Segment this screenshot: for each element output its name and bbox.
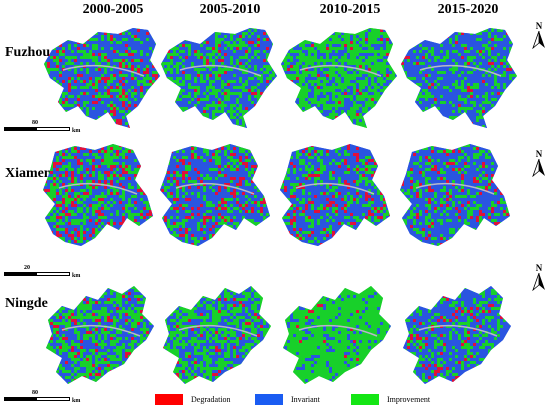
scale-bar-graphic: [4, 397, 70, 401]
north-label: N: [535, 149, 543, 159]
map-xiamen-2015-2020: [392, 138, 512, 255]
map-fuzhou-2010-2015: [275, 20, 400, 137]
legend-item-improvement: Improvement: [351, 394, 430, 405]
city-label-fuzhou: Fuzhou: [5, 45, 51, 60]
north-arrow-icon: N: [532, 150, 546, 182]
scale-bar-graphic: [4, 127, 70, 131]
legend-item-invariant: Invariant: [255, 394, 320, 405]
city-label-ningde: Ningde: [5, 296, 48, 311]
scale-unit: km: [72, 128, 81, 134]
map-ningde-2005-2010: [155, 280, 275, 397]
map-fuzhou-2005-2010: [155, 20, 280, 137]
scale-value: 20: [24, 265, 30, 271]
map-ningde-2000-2005: [38, 280, 158, 397]
legend-item-degradation: Degradation: [155, 394, 231, 405]
north-arrow-icon: N: [532, 264, 546, 296]
scale-bar-graphic: [4, 272, 70, 276]
period-header: 2005-2010: [199, 2, 261, 17]
city-label-xiamen: Xiamen: [5, 166, 52, 181]
scale-unit: km: [72, 273, 81, 279]
map-fuzhou-2015-2020: [395, 20, 520, 137]
scale-value: 80: [32, 390, 38, 396]
map-xiamen-2010-2015: [272, 138, 392, 255]
north-arrow-icon: N: [532, 22, 546, 54]
map-xiamen-2005-2010: [152, 138, 272, 255]
north-label: N: [535, 263, 543, 273]
degradation-swatch: [155, 394, 183, 405]
period-header: 2015-2020: [437, 2, 499, 17]
scale-unit: km: [72, 398, 81, 404]
legend-label: Degradation: [191, 395, 231, 404]
legend-label: Improvement: [387, 395, 431, 404]
scale-value: 80: [32, 120, 38, 126]
north-label: N: [535, 21, 543, 31]
map-ningde-2015-2020: [395, 280, 515, 397]
map-xiamen-2000-2005: [35, 138, 155, 255]
period-header: 2010-2015: [319, 2, 381, 17]
map-ningde-2010-2015: [275, 280, 395, 397]
invariant-swatch: [255, 394, 283, 405]
legend-label: Invariant: [291, 395, 320, 404]
improvement-swatch: [351, 394, 379, 405]
period-header: 2000-2005: [82, 2, 144, 17]
map-fuzhou-2000-2005: [38, 20, 163, 137]
